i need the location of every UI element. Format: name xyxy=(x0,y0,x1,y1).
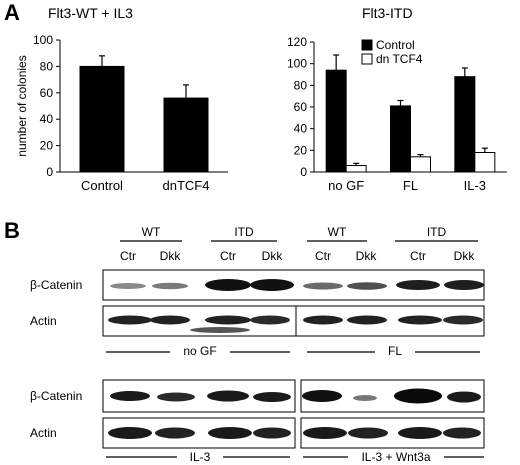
lane-label: Ctr xyxy=(120,249,136,263)
condition-label-no-gf: no GF xyxy=(170,345,230,357)
y-tick-label: 120 xyxy=(287,35,307,49)
x-tick-label: no GF xyxy=(328,178,364,193)
lane-label: Dkk xyxy=(453,249,475,263)
y-tick-label: 100 xyxy=(33,33,53,47)
legend-swatch xyxy=(361,53,373,65)
row-label-beta-catenin-top: β-Catenin xyxy=(30,278,83,292)
chart-2-title: Flt3-ITD xyxy=(362,5,413,21)
chart-flt3-wt: 0 20 40 60 80 100 number of colonies Control dnT… xyxy=(15,33,228,193)
y-axis-label: number of colonies xyxy=(15,55,29,156)
y-tick-label: 0 xyxy=(46,165,53,179)
row-label-actin-bottom: Actin xyxy=(30,426,57,440)
lane-label: Dkk xyxy=(159,249,181,263)
row-label-actin-top: Actin xyxy=(30,314,57,328)
panel-b-label: B xyxy=(4,218,20,243)
y-tick-label: 100 xyxy=(287,57,307,71)
y-tick-label: 80 xyxy=(40,59,54,73)
lane-label: Ctr xyxy=(410,249,426,263)
group-header-itd-1: ITD xyxy=(234,225,254,239)
bands-beta-catenin-top xyxy=(110,279,484,291)
lane-label: Dkk xyxy=(261,249,283,263)
lane-label: Dkk xyxy=(355,249,377,263)
lane-label: Ctr xyxy=(220,249,236,263)
y-tick-label: 20 xyxy=(294,143,308,157)
chart-1-title: Flt3-WT + IL3 xyxy=(48,5,133,21)
y-tick-label: 0 xyxy=(300,165,307,179)
y-tick-label: 40 xyxy=(294,122,308,136)
y-tick-label: 40 xyxy=(40,112,54,126)
bar xyxy=(163,97,209,173)
condition-label-il3-wnt3a: IL-3 + Wnt3a xyxy=(348,451,444,463)
y-tick-label: 20 xyxy=(40,139,54,153)
bands-beta-catenin-bottom xyxy=(110,388,481,404)
legend-label: dn TCF4 xyxy=(376,52,423,66)
y-tick-label: 60 xyxy=(40,86,54,100)
lane-label: Ctr xyxy=(315,249,331,263)
x-tick-label: Control xyxy=(81,178,123,193)
x-tick-label: dnTCF4 xyxy=(163,178,210,193)
y-tick-label: 80 xyxy=(294,78,308,92)
bands-actin-top xyxy=(108,315,483,333)
legend-swatch xyxy=(361,39,373,51)
bands-actin-bottom xyxy=(108,427,481,439)
condition-label-fl: FL xyxy=(375,345,415,357)
group-header-wt-1: WT xyxy=(141,225,161,239)
x-tick-label: FL xyxy=(403,178,418,193)
group-header-itd-2: ITD xyxy=(426,225,447,239)
group-header-wt-2: WT xyxy=(327,225,347,239)
legend-label: Control xyxy=(376,38,415,52)
panel-a-label: A xyxy=(4,0,20,25)
condition-label-il3: IL-3 xyxy=(177,451,223,463)
x-tick-label: IL-3 xyxy=(464,178,486,193)
row-label-beta-catenin-bottom: β-Catenin xyxy=(30,389,83,403)
y-tick-label: 60 xyxy=(294,100,308,114)
